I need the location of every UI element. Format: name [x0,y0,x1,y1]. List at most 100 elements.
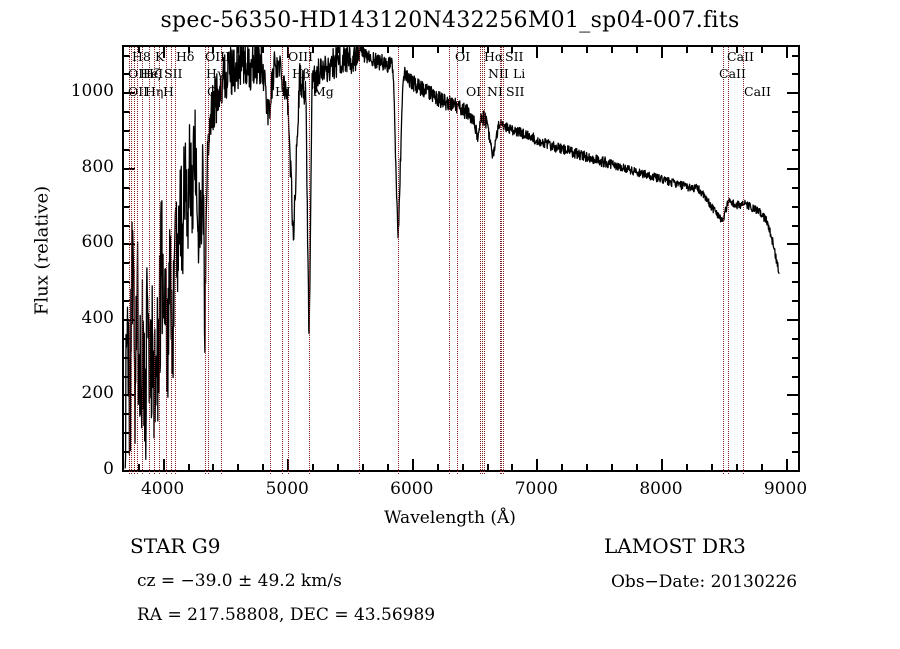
axis-tick [787,243,798,246]
axis-tick [792,148,798,151]
y-axis-title: Flux (relative) [31,185,53,316]
spectral-line-marker [131,47,133,474]
spectral-line-marker [221,47,223,474]
axis-tick [137,464,140,470]
spectral-line-marker [137,47,139,474]
spectral-line-label: Hα [484,49,504,64]
spectral-line-label: HeI [140,66,164,81]
axis-tick [792,413,798,416]
axis-tick [787,167,798,170]
axis-tick [792,300,798,303]
axis-tick [760,47,763,53]
axis-tick [436,464,439,470]
footer-obs-date: Obs−Date: 20130226 [611,572,798,592]
axis-tick [685,47,688,53]
axis-tick [792,224,798,227]
axis-tick [787,92,798,95]
axis-tick [162,459,165,470]
spectral-line-label: OIII [288,49,314,64]
axis-tick [792,356,798,359]
footer-coordinates: RA = 217.58808, DEC = 43.56989 [137,605,436,625]
spectral-line-label: Hβ [292,66,311,81]
x-tick-label: 8000 [639,479,683,499]
spectral-line-marker [502,47,504,474]
spectral-line-label: Mg [313,84,334,99]
spectral-line-marker [282,47,284,474]
spectral-line-marker [165,47,167,474]
axis-tick [486,47,489,53]
spectral-line-marker [171,47,173,474]
axis-tick [785,47,788,58]
spectral-line-marker [128,47,130,474]
spectral-line-label: OIII [205,49,231,64]
axis-tick [237,464,240,470]
axis-tick [187,47,190,53]
spectral-line-marker [142,47,144,474]
axis-tick [124,54,130,57]
axis-tick [124,205,130,208]
axis-tick [361,47,364,53]
spectral-line-marker [728,47,730,474]
axis-tick [792,54,798,57]
spectral-line-marker [204,47,206,474]
axis-tick [411,459,414,470]
axis-tick [337,47,340,53]
axis-tick [124,432,130,435]
spectral-line-label: OII [128,84,149,99]
axis-tick [787,394,798,397]
plot-area [124,47,798,470]
axis-tick [124,337,130,340]
spectral-line-label: OI [466,84,482,99]
axis-tick [792,186,798,189]
spectral-line-marker [481,47,483,474]
axis-tick [561,464,564,470]
spectral-line-label: G [207,84,217,99]
axis-tick [735,47,738,53]
spectral-line-label: NII [488,66,509,81]
axis-tick [361,464,364,470]
axis-tick [124,148,130,151]
axis-tick [262,464,265,470]
y-tick-label: 400 [81,307,114,328]
axis-tick [792,375,798,378]
axis-tick [586,464,589,470]
axis-tick [792,130,798,133]
axis-tick [611,47,614,53]
axis-tick [124,73,130,76]
axis-tick [162,47,165,58]
spectral-line-marker [484,47,486,474]
spectral-line-label: H8 [132,49,151,64]
spectral-line-label: H [163,84,174,99]
axis-tick [124,451,130,454]
spectral-line-label: HI [275,84,291,99]
x-tick-label: 9000 [763,479,808,499]
spectral-line-marker [207,47,209,474]
footer-survey: LAMOST DR3 [604,534,746,558]
axis-tick [461,464,464,470]
y-tick-label: 600 [81,232,114,253]
x-tick-label: 7000 [514,479,558,499]
spectral-line-marker [500,47,502,474]
footer-star-type: STAR G9 [130,534,221,558]
axis-tick [312,47,315,53]
spectral-line-marker [359,47,361,474]
axis-tick [411,47,414,58]
spectral-line-label: OI [455,49,471,64]
spectral-line-label: CaII [719,66,746,81]
axis-tick [124,281,130,284]
axis-tick [787,470,798,472]
axis-tick [461,47,464,53]
spectral-line-marker [309,47,310,474]
axis-tick [386,464,389,470]
spectral-line-marker [499,47,501,474]
axis-tick [792,111,798,114]
spectral-line-label: Hη [145,84,164,99]
axis-tick [212,464,215,470]
spectral-line-marker [269,47,271,474]
spectral-line-label: SII [164,66,183,81]
axis-tick [785,459,788,470]
spectral-line-marker [148,47,150,474]
axis-tick [792,205,798,208]
plot-frame [122,45,800,474]
axis-tick [386,47,389,53]
